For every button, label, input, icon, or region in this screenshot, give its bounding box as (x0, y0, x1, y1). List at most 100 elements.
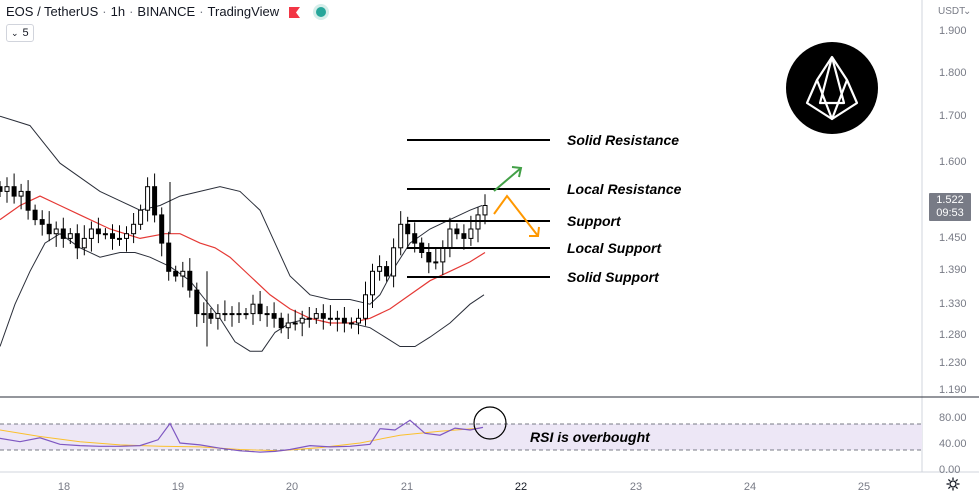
rsi-line (0, 419, 484, 453)
moving-average (0, 195, 486, 324)
bearish-arrow[interactable] (493, 194, 540, 237)
interval-box-value: 5 (22, 27, 29, 39)
candle-body (166, 242, 172, 272)
price-tick-label: 1.800 (939, 67, 967, 79)
local-support-label: Local Support (567, 240, 662, 256)
candle-body (391, 247, 397, 277)
price-tick-label: 1.390 (939, 264, 967, 276)
candle-body (0, 186, 3, 192)
candle-body (405, 223, 411, 235)
candle-body (363, 294, 368, 319)
candle-body (208, 313, 214, 319)
candle-body (110, 233, 115, 239)
price-tick-label: 1.280 (939, 329, 967, 341)
candle-body (32, 209, 38, 221)
chevron-down-icon: ⌄ (11, 27, 19, 38)
candle-body (461, 233, 467, 239)
candle-body (370, 270, 375, 296)
candle-body (74, 233, 80, 249)
candle-body (348, 322, 354, 325)
candle-body (53, 228, 59, 235)
candle-body (257, 303, 263, 315)
candle-body (46, 223, 52, 235)
time-tick-label: 24 (744, 481, 756, 493)
price-unit-chevron[interactable]: ⌄ (963, 6, 971, 17)
candle-body (398, 223, 404, 249)
time-tick-label: 19 (172, 481, 184, 493)
time-tick-label: 21 (401, 481, 413, 493)
bullish-arrow[interactable] (493, 166, 523, 192)
rsi-tick-label: 80.00 (939, 412, 967, 424)
candle-body (145, 186, 151, 211)
candle-body (173, 270, 179, 277)
candle-body (285, 322, 291, 329)
collapse-button[interactable]: ⌄ 5 (6, 24, 34, 42)
local-resistance-label: Local Resistance (567, 181, 682, 197)
header-separator: · (102, 4, 107, 19)
price-axis-ticks: 1.900 1.800 1.700 1.600 1.450 1.390 1.330 1.280… (939, 25, 967, 396)
candle-body (102, 233, 108, 236)
candle-body (187, 270, 193, 291)
candle-body (264, 313, 270, 316)
candle-body (117, 237, 122, 240)
candle-body (180, 270, 186, 277)
candle-body (426, 252, 432, 263)
candle-body (124, 233, 129, 239)
time-tick-label: 18 (58, 481, 70, 493)
ma-line (0, 195, 486, 324)
flag-icon[interactable] (289, 6, 301, 18)
candle-body (384, 266, 390, 277)
price-tick-label: 1.700 (939, 110, 967, 122)
eos-logo (786, 42, 878, 134)
price-tick-label: 1.190 (939, 384, 967, 396)
candle-body (152, 186, 158, 216)
time-tick-label: 20 (286, 481, 298, 493)
time-tick-label: 25 (858, 481, 870, 493)
solid-support-label: Solid Support (567, 269, 660, 285)
candle-body (292, 322, 298, 325)
candle-body (334, 317, 340, 320)
candle-body (440, 247, 446, 263)
candle-body (60, 228, 66, 239)
candle-body (327, 317, 333, 320)
price-tick-label: 1.450 (939, 232, 967, 244)
exchange-label: BINANCE (137, 4, 196, 19)
bb-upper-line (0, 115, 483, 305)
header-separator: · (199, 4, 204, 19)
gear-icon[interactable] (946, 477, 960, 491)
solid-resistance-label: Solid Resistance (567, 132, 679, 148)
candle-body (81, 237, 87, 249)
candle-body (468, 228, 474, 239)
price-tick-label: 1.600 (939, 156, 967, 168)
support-label: Support (567, 213, 622, 229)
candle-body (18, 190, 24, 197)
candle-body (215, 313, 221, 319)
symbol-name[interactable]: EOS / TetherUS (6, 4, 99, 19)
candle-body (313, 313, 319, 319)
candle-body (11, 186, 17, 197)
candle-body (306, 317, 312, 320)
candle-body (131, 223, 137, 235)
interval-label[interactable]: 1h (110, 4, 126, 19)
rsi-overbought-label: RSI is overbought (530, 429, 651, 445)
time-tick-label: 22 (515, 481, 527, 493)
platform-label: TradingView (207, 4, 280, 19)
candle-body (433, 261, 439, 264)
candle-body (299, 317, 305, 324)
candle-body (356, 317, 361, 324)
candle-body (341, 317, 347, 324)
candle-body (243, 313, 249, 316)
candle-body (25, 190, 31, 211)
candle-body (412, 233, 418, 244)
chart-header[interactable]: EOS / TetherUS · 1h · BINANCE · TradingV… (6, 4, 327, 19)
candle-body (95, 228, 101, 235)
price-tick-label: 1.900 (939, 25, 967, 37)
candle-body (229, 313, 235, 316)
candle-body (482, 205, 488, 216)
price-tick-label: 1.330 (939, 298, 967, 310)
rsi-lines (0, 419, 484, 453)
price-unit-label: USDT (938, 6, 965, 17)
candle-body (222, 313, 228, 316)
current-price-tag: 1.522 09:53 (929, 193, 971, 221)
